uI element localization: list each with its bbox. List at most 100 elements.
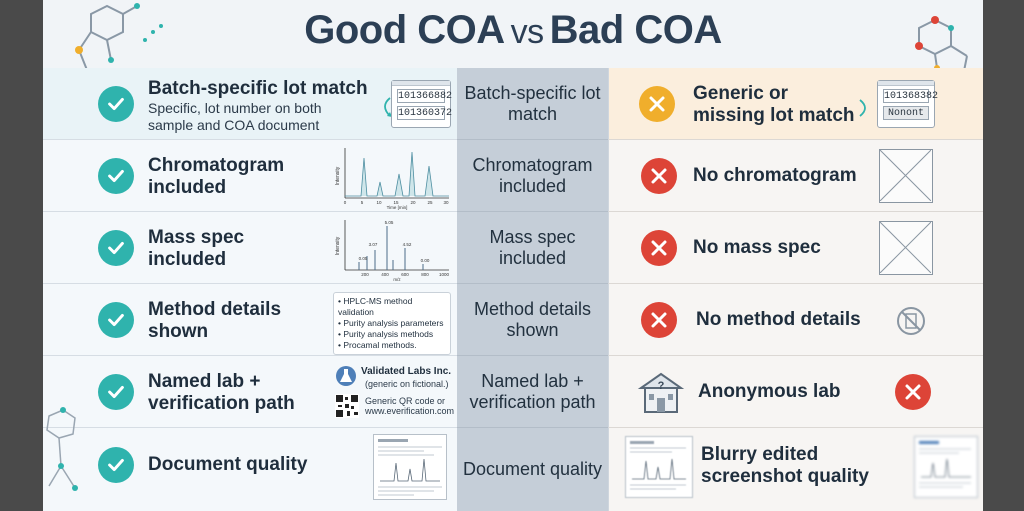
good-subtitle: Specific, lot number on both sample and …: [148, 100, 322, 133]
chart-ylabel: Intensity: [335, 166, 341, 185]
good-title: Batch-specific lot match: [148, 78, 368, 99]
lot-number-card: 101366882 101360372: [391, 80, 453, 128]
svg-text:?: ?: [658, 380, 665, 392]
peak-label: 3.07: [369, 242, 378, 247]
check-icon: [98, 86, 134, 122]
chart-ylabel: Intensity: [335, 236, 341, 255]
bad-cell: Generic or missing lot match 101368382 N…: [608, 68, 983, 140]
row-method-details: Method details shown • HPLC-MS method va…: [43, 284, 983, 356]
tick-label: 200: [361, 272, 369, 277]
check-icon: [98, 447, 134, 483]
tick-label: 30: [443, 200, 449, 205]
peak-label: 5.05: [385, 220, 394, 225]
tick-label: 25: [427, 200, 433, 205]
tick-label: 1000: [439, 272, 450, 277]
bullet-item: • Purity analysis parameters: [338, 318, 444, 328]
criterion-label: Named lab + verification path: [457, 356, 608, 428]
tick-label: 400: [381, 272, 389, 277]
good-cell: Method details shown • HPLC-MS method va…: [43, 284, 457, 356]
good-cell: Document quality: [43, 428, 457, 511]
cross-icon: [641, 230, 677, 266]
good-cell: Batch-specific lot match Specific, lot n…: [43, 68, 457, 140]
row-document-quality: Document quality Document quality: [43, 428, 983, 511]
bad-title: Anonymous lab: [698, 381, 841, 402]
good-title: Chromatogram included: [148, 155, 285, 198]
cross-icon: [895, 374, 931, 410]
cross-icon: [641, 302, 677, 338]
row-mass-spec: Mass spec included Intensity 5.05 3.07 0.0…: [43, 212, 983, 284]
row-chromatogram: Chromatogram included Intensity 0 5 10 15 20…: [43, 140, 983, 212]
title-good: Good COA: [304, 8, 505, 52]
page-title: Good COA vs Bad COA: [43, 8, 983, 53]
bad-cell: Blurry edited screenshot quality: [608, 428, 983, 511]
molecule-decoration-top-left: [75, 3, 163, 89]
check-icon: [98, 158, 134, 194]
bad-title: No method details: [696, 309, 861, 330]
arrow-icon: [859, 99, 866, 117]
arrow-icon: [384, 97, 392, 117]
bad-title: Generic or missing lot match: [693, 83, 855, 126]
chart-xlabel: Time [min]: [387, 205, 408, 210]
edited-screenshot-thumbnail: [914, 436, 978, 498]
flask-logo-icon: [336, 366, 356, 386]
chromatogram-thumbnail: Intensity 0 5 10 15 20 25 30 Time [min]: [335, 148, 449, 210]
lot-value: 101368382: [883, 89, 939, 103]
row-lot-match: Batch-specific lot match Specific, lot n…: [43, 68, 983, 140]
criterion-label: Batch-specific lot match: [457, 68, 608, 140]
qr-code-icon: [335, 394, 359, 418]
bad-cell: No method details: [608, 284, 983, 356]
criterion-label: Mass spec included: [457, 212, 608, 284]
tick-label: 20: [410, 200, 416, 205]
check-icon: [98, 374, 134, 410]
tick-label: 10: [376, 200, 382, 205]
bad-title: No chromatogram: [693, 165, 857, 186]
good-cell: Chromatogram included Intensity 0 5 10 15 20…: [43, 140, 457, 212]
good-title: Method details shown: [148, 299, 282, 342]
molecule-decoration-bottom-left: [46, 407, 78, 491]
chart-xlabel: m/z: [393, 277, 401, 282]
lot-value: 101366882: [397, 89, 453, 103]
blurry-document-thumbnail: [625, 436, 693, 498]
row-named-lab: Named lab + verification path Validated …: [43, 356, 983, 428]
tick-label: 15: [393, 200, 399, 205]
tick-label: 0: [344, 200, 347, 205]
lot-value: 101360372: [397, 106, 453, 120]
tick-label: 800: [421, 272, 429, 277]
bullet-item: • HPLC-MS method validation: [338, 296, 413, 317]
lot-number-card: 101368382 Nonont: [877, 80, 939, 128]
good-title: Named lab + verification path: [148, 371, 295, 414]
lab-note: (generic on fictional.): [365, 379, 449, 389]
good-cell: Named lab + verification path Validated …: [43, 356, 457, 428]
bullet-item: • Purity analysis methods: [338, 329, 434, 339]
tick-label: 5: [361, 200, 364, 205]
peak-label: 0.05: [359, 256, 368, 261]
empty-image-placeholder-icon: [879, 149, 933, 203]
mass-spectrum-thumbnail: Intensity 5.05 3.07 0.05 4.52 0.00 200 400 600…: [335, 220, 450, 282]
infographic-frame: Good COA vs Bad COA Batch-specific lot mat…: [43, 0, 983, 511]
peak-label: 0.00: [421, 258, 430, 263]
peak-label: 4.52: [403, 242, 412, 247]
warning-x-icon: [639, 86, 675, 122]
qr-note: Generic QR code or: [365, 396, 446, 406]
bad-title: No mass spec: [693, 237, 821, 258]
good-title: Mass spec included: [148, 227, 245, 270]
unknown-building-icon: ?: [637, 372, 685, 413]
title-vs: vs: [510, 13, 545, 51]
criterion-label: Method details shown: [457, 284, 608, 356]
method-bullet-list: • HPLC-MS method validation • Purity ana…: [333, 292, 451, 355]
title-bad: Bad COA: [549, 8, 723, 52]
bad-title: Blurry edited screenshot quality: [701, 444, 869, 487]
bullet-item: • Procamal methods.: [338, 340, 417, 350]
criterion-label: Document quality: [457, 428, 608, 511]
good-title: Document quality: [148, 454, 308, 475]
prohibited-document-icon: [897, 307, 925, 335]
check-icon: [98, 302, 134, 338]
good-cell: Mass spec included Intensity 5.05 3.07 0.0…: [43, 212, 457, 284]
lot-value: Nonont: [883, 106, 929, 120]
bad-cell: No chromatogram: [608, 140, 983, 212]
bad-cell: No mass spec: [608, 212, 983, 284]
bad-cell: ? Anonymous lab: [608, 356, 983, 428]
cross-icon: [641, 158, 677, 194]
tick-label: 600: [401, 272, 409, 277]
lab-name: Validated Labs Inc.: [361, 366, 452, 377]
